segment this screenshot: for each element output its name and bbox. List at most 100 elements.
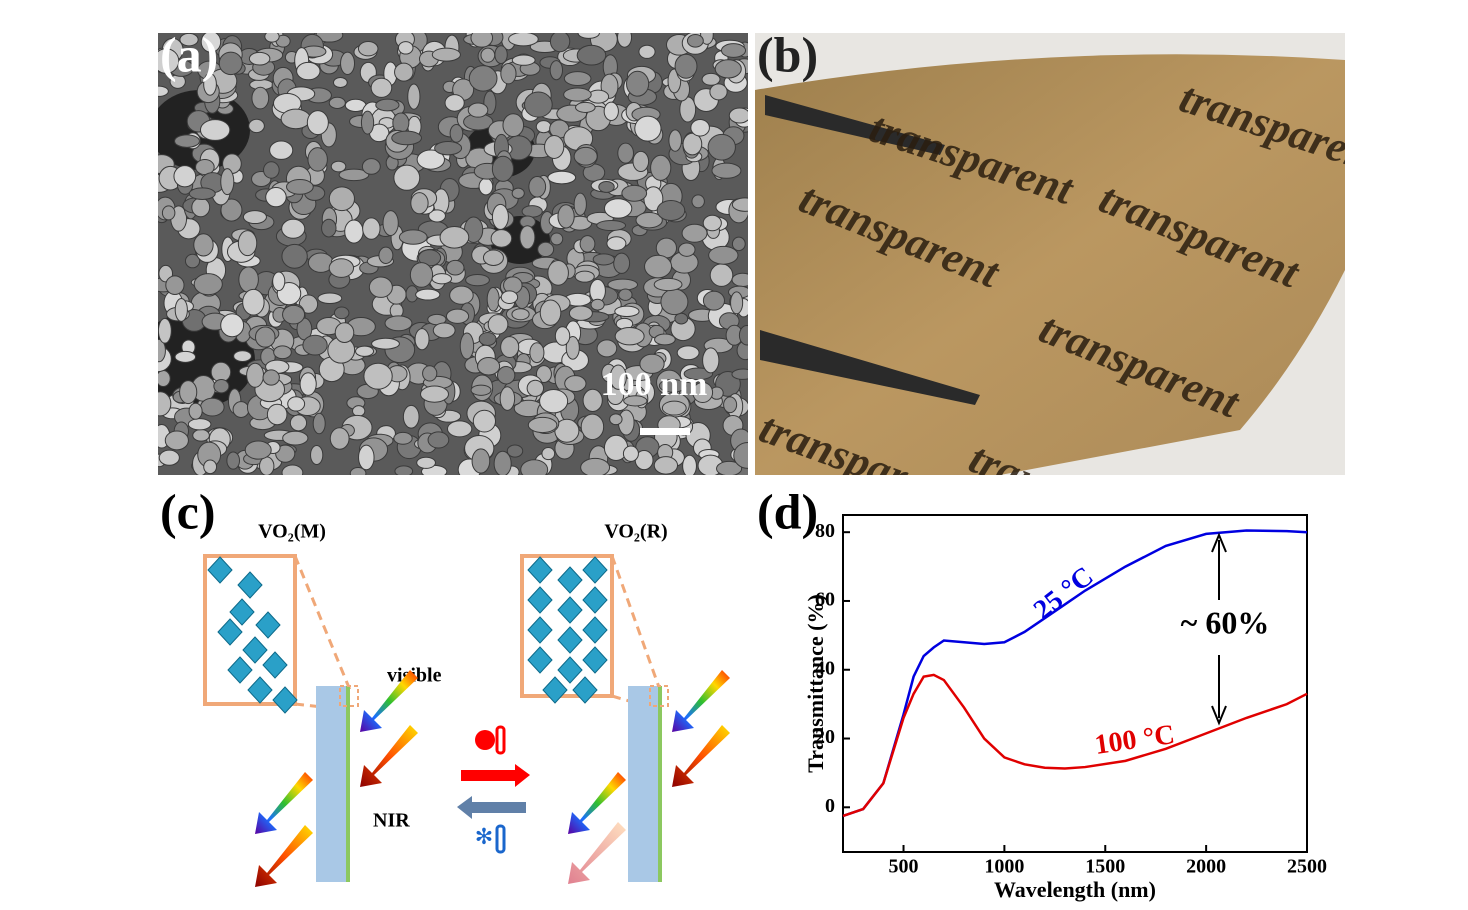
- particle: [321, 218, 337, 238]
- particle: [165, 275, 185, 296]
- annotation: ~ 60%: [1181, 604, 1270, 640]
- particle: [563, 71, 592, 86]
- particle: [491, 203, 509, 230]
- particle: [500, 336, 520, 358]
- particle: [246, 362, 265, 388]
- particle: [471, 448, 491, 474]
- particle: [281, 218, 306, 239]
- particle: [415, 288, 441, 301]
- particle: [161, 205, 176, 221]
- octahedron: [255, 611, 281, 639]
- particle: [191, 197, 211, 218]
- particle: [420, 385, 450, 403]
- panel-label: (a): [160, 26, 218, 82]
- octahedron: [527, 556, 553, 584]
- particle: [494, 45, 508, 65]
- particle: [446, 259, 465, 276]
- particle: [639, 353, 665, 374]
- plot-frame: [842, 514, 1308, 853]
- particle: [539, 389, 569, 414]
- particle: [580, 413, 605, 441]
- particle: [378, 246, 394, 264]
- octahedron: [572, 676, 598, 704]
- particle: [398, 229, 428, 245]
- particle: [575, 101, 596, 113]
- particle: [565, 336, 580, 360]
- particle: [733, 442, 748, 469]
- particle: [690, 118, 710, 137]
- particle: [598, 180, 615, 193]
- particle: [686, 33, 704, 48]
- particle: [674, 53, 698, 79]
- particle: [535, 120, 552, 134]
- y-tick-label: 20: [815, 726, 835, 748]
- particle: [527, 416, 558, 434]
- particle: [468, 65, 498, 92]
- particle: [617, 33, 633, 48]
- annotation-arrowhead: [1211, 532, 1227, 553]
- particle: [370, 77, 393, 98]
- particle: [357, 40, 379, 57]
- particle: [702, 290, 725, 311]
- particle: [603, 198, 633, 219]
- particle: [402, 404, 420, 429]
- scale-bar: [640, 428, 690, 435]
- particle: [654, 333, 676, 346]
- particle: [470, 384, 492, 396]
- particle: [638, 44, 656, 59]
- particle: [281, 464, 304, 475]
- particle: [467, 102, 489, 118]
- particle: [635, 212, 663, 229]
- particle: [358, 444, 375, 471]
- particle: [296, 61, 321, 81]
- particle: [535, 365, 552, 383]
- particle: [275, 444, 296, 463]
- y-axis-label: Transmittance (%): [803, 594, 828, 773]
- particle: [613, 252, 631, 274]
- x-axis-label: Wavelength (nm): [994, 877, 1156, 902]
- particle: [158, 391, 172, 417]
- particle: [281, 243, 308, 269]
- particle: [237, 230, 258, 257]
- particle: [158, 317, 172, 344]
- particle: [564, 375, 587, 393]
- particle: [691, 194, 705, 209]
- particle: [576, 44, 607, 66]
- particle: [582, 388, 603, 413]
- panel-label: (d): [757, 483, 818, 539]
- particle: [496, 366, 516, 385]
- particle: [592, 253, 615, 266]
- octahedron: [582, 646, 608, 674]
- octahedron: [272, 686, 298, 714]
- y-tick-label: 60: [815, 589, 835, 611]
- particle: [254, 326, 276, 348]
- particle: [511, 187, 525, 199]
- particle: [579, 235, 596, 253]
- particle: [422, 365, 438, 382]
- particle: [544, 135, 565, 159]
- particle: [486, 286, 500, 312]
- particle: [511, 308, 530, 321]
- particle: [355, 345, 375, 357]
- particle: [173, 165, 197, 188]
- particle: [203, 72, 217, 96]
- particle: [427, 431, 450, 449]
- y-tick-label: 0: [825, 795, 835, 817]
- particle: [445, 308, 470, 324]
- particle: [340, 51, 356, 76]
- particle: [391, 130, 422, 146]
- particle: [282, 430, 309, 446]
- particle: [480, 47, 496, 63]
- particle: [568, 305, 593, 321]
- particle: [692, 381, 714, 404]
- particle: [491, 155, 514, 182]
- particle: [251, 86, 270, 110]
- particle: [656, 199, 686, 222]
- particle: [524, 91, 553, 118]
- octahedron: [227, 656, 253, 684]
- particle: [360, 110, 375, 135]
- particle: [286, 179, 314, 195]
- particle: [472, 409, 497, 433]
- particle: [459, 332, 475, 360]
- particle: [682, 132, 703, 156]
